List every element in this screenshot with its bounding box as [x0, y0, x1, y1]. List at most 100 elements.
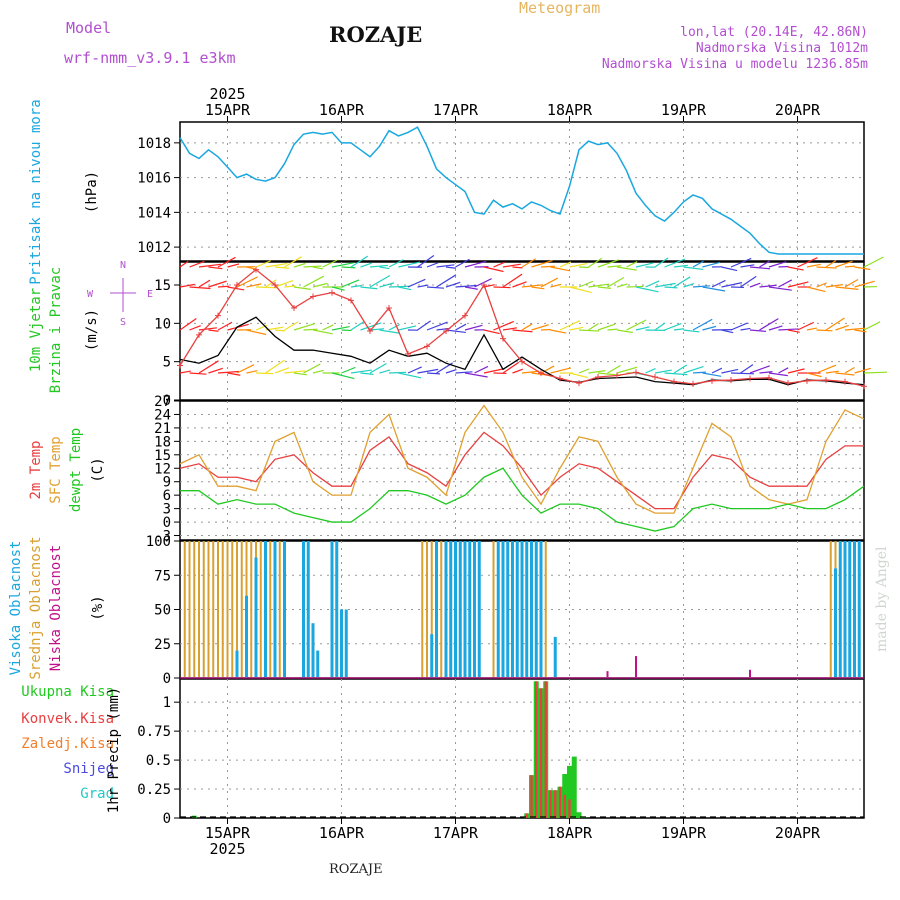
- wind-arrow: [692, 371, 707, 374]
- wind-gust-marker: [766, 374, 772, 381]
- cloud-mid-bar: [544, 541, 547, 677]
- page-title: ROZAJE: [329, 22, 423, 47]
- cloud-unit-label: (%): [90, 595, 106, 620]
- ytick-label-wind: 10: [154, 316, 171, 332]
- model-label: Model: [66, 19, 112, 37]
- wind-gust-marker: [633, 369, 639, 376]
- wind-gust-marker: [842, 378, 848, 385]
- cloud-high-bar: [553, 636, 557, 677]
- ytick-label-pressure: 1012: [137, 240, 171, 256]
- ytick-label-precip: 0: [163, 811, 171, 827]
- bottom-day-label: 15APR: [205, 824, 251, 842]
- bottom-day-label: 19APR: [661, 824, 707, 842]
- precip-conv-bar: [549, 790, 552, 818]
- wind-arrow: [702, 325, 717, 331]
- wind-arrow: [749, 266, 770, 270]
- cloud-mid-bar: [421, 541, 424, 677]
- top-day-label: 18APR: [547, 101, 593, 119]
- wind-arrow: [759, 318, 779, 331]
- wind-arrow: [274, 279, 294, 288]
- wind-arrow: [806, 372, 822, 378]
- wind-arrow: [293, 262, 306, 268]
- wind-arrow: [198, 360, 219, 374]
- wind-arrow: [540, 265, 556, 268]
- panel-frame-precip: [179, 678, 865, 819]
- wind-arrow: [806, 263, 821, 268]
- wind-arrow: [293, 286, 311, 290]
- wind-arrow: [607, 265, 622, 268]
- wind-arrow: [721, 282, 743, 288]
- wind-arrow: [816, 266, 837, 269]
- cloud-high-bar: [496, 541, 500, 677]
- wind-arrow: [407, 366, 422, 374]
- wind-arrow: [654, 257, 669, 268]
- wind-arrow: [379, 329, 400, 334]
- wind-arrow: [493, 286, 511, 289]
- wind-gust-marker: [405, 351, 411, 357]
- wind-arrow: [398, 372, 422, 379]
- cloud-high-bar: [245, 595, 248, 677]
- wind-arrow: [350, 320, 365, 331]
- wind-arrow: [616, 266, 637, 271]
- wind-arrow: [692, 260, 704, 268]
- precip-conv-bar: [525, 813, 528, 818]
- wind-arrow: [236, 364, 255, 374]
- ytick-label-cloud: 100: [146, 534, 171, 550]
- ytick-label-precip: 0.25: [137, 782, 171, 798]
- wind-arrow: [531, 286, 545, 290]
- panel-frame-temperature: [179, 400, 865, 541]
- ytick-label-cloud: 75: [154, 568, 171, 584]
- wind-arrow: [341, 279, 360, 288]
- wind-arrow: [597, 259, 619, 268]
- wind-arrow: [322, 259, 338, 268]
- cloud-mid-label: Srednja Oblacnost: [28, 536, 44, 679]
- wind-arrow: [274, 266, 289, 269]
- wind-arrow: [464, 260, 487, 268]
- ytick-label-temperature: 15: [154, 448, 171, 464]
- compass-e: E: [147, 289, 153, 300]
- wind-arrow: [569, 262, 588, 268]
- cloud-mid-bar: [217, 541, 219, 677]
- wind-arrow: [502, 263, 521, 268]
- legend-frz-rain: Zaledj.Kisa: [21, 736, 114, 752]
- wind-arrow: [664, 372, 688, 376]
- wind-arrow: [483, 368, 505, 374]
- wind-arrow: [635, 326, 650, 331]
- top-day-label: 19APR: [661, 101, 707, 119]
- wind-arrow: [217, 321, 233, 331]
- wind-arrow: [208, 266, 223, 270]
- wind-arrow: [303, 275, 325, 288]
- wind-arrow: [778, 367, 789, 374]
- wind-gust-marker: [215, 312, 221, 319]
- wind-arrow: [863, 321, 881, 331]
- wind-arrow: [550, 329, 567, 334]
- wind-arrow: [265, 279, 277, 288]
- wind-arrow: [569, 286, 592, 294]
- cloud-high-bar: [340, 609, 343, 677]
- wind-arrow: [388, 371, 407, 374]
- meteogram-label: Meteogram: [519, 0, 601, 17]
- cloud-high-bar: [283, 541, 286, 677]
- wind-arrow: [208, 280, 227, 288]
- precip-total-bar: [567, 765, 572, 818]
- wind-arrow: [616, 329, 633, 334]
- wind-arrow: [607, 276, 625, 288]
- wind-arrow: [730, 372, 755, 375]
- wind-arrow: [825, 370, 839, 374]
- cloud-mid-bar: [829, 541, 832, 677]
- wind-arrow: [664, 258, 686, 268]
- cloud-high-bar: [520, 541, 524, 677]
- wind-arrow: [521, 323, 533, 331]
- cloud-high-bar: [316, 650, 320, 677]
- cloud-low-bar: [749, 669, 751, 677]
- wind-arrow: [740, 275, 757, 288]
- altitude-label: Nadmorska Visina 1012m: [695, 41, 868, 56]
- wind-arrow: [759, 260, 771, 268]
- wind-arrow: [360, 372, 374, 375]
- wind-arrow: [350, 284, 362, 288]
- wind-arrow: [179, 260, 189, 268]
- wind-arrow: [417, 255, 435, 268]
- wind-unit-label: (m/s): [84, 309, 100, 351]
- wind-arrow: [645, 367, 656, 374]
